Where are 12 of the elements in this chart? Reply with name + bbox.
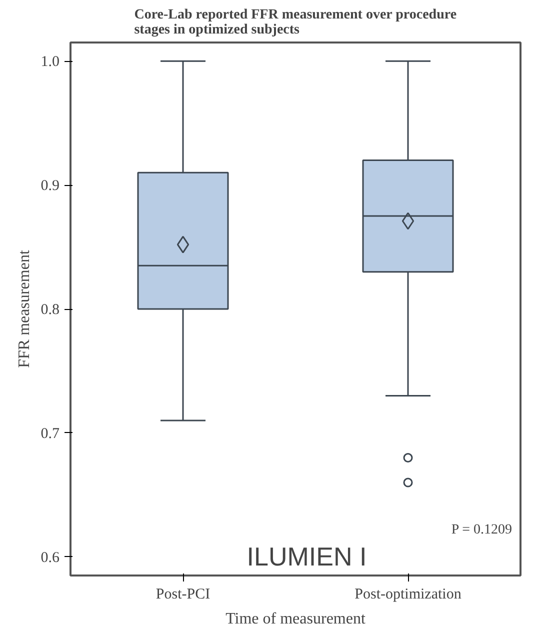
y-tick-label: 1.0 [40,54,60,70]
annotation: ILUMIEN I [246,542,367,572]
y-tick-label: 0.9 [40,178,60,194]
y-tick-label: 0.7 [40,426,60,442]
y-tick-label: 0.8 [40,302,60,318]
x-axis-title: Time of measurement [226,610,366,628]
x-tick-label: Post-PCI [156,586,210,602]
x-tick-label: Post-optimization [354,586,462,602]
y-axis-title: FFR measurement [16,250,33,368]
y-tick-label: 0.6 [40,550,60,566]
chart-title: Core-Lab reported FFR measurement over procedure stages in optimized subjects [134,8,457,38]
annotation: P = 0.1209 [451,522,512,538]
